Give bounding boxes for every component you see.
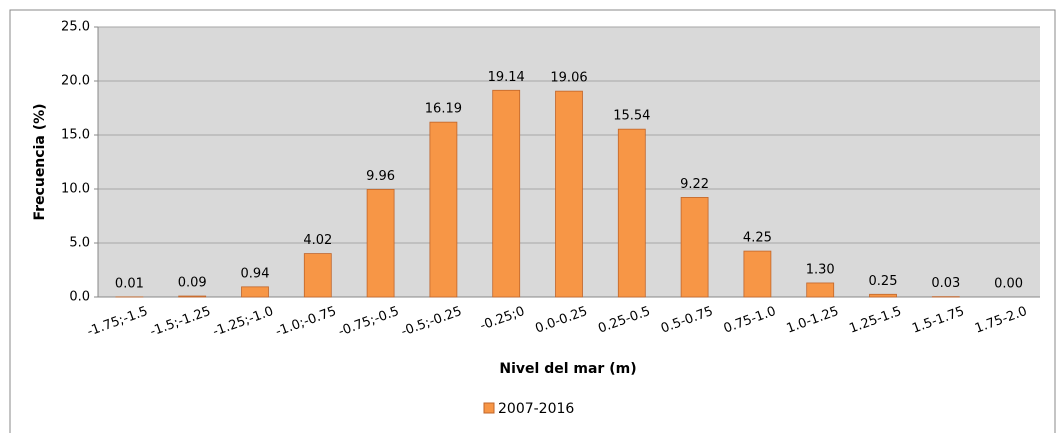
bar [242, 287, 269, 297]
bar [870, 294, 897, 297]
data-label: 19.14 [488, 70, 525, 85]
y-tick-label: 10.0 [61, 182, 90, 197]
x-tick-label: -1.5;-1.25 [148, 304, 213, 340]
bar [304, 254, 331, 297]
bar [807, 283, 834, 297]
y-tick-label: 20.0 [61, 74, 90, 89]
bar [179, 296, 206, 297]
data-label: 9.96 [366, 169, 395, 184]
data-label: 15.54 [613, 109, 650, 124]
x-tick-label: 0.0-0.25 [533, 304, 589, 337]
data-label: 0.09 [178, 276, 207, 291]
bar [618, 129, 645, 297]
data-label: 1.30 [806, 262, 835, 277]
bar [556, 91, 583, 297]
data-label: 16.19 [425, 102, 462, 117]
bar [493, 90, 520, 297]
y-axis-title: Frecuencia (%) [32, 103, 48, 220]
x-tick-label: 1.0-1.25 [785, 304, 841, 337]
x-tick-label: 0.5-0.75 [659, 304, 715, 337]
data-label: 4.25 [743, 231, 772, 246]
legend-label: 2007-2016 [498, 401, 574, 417]
data-label: 4.02 [303, 233, 332, 248]
bar [744, 251, 771, 297]
y-tick-label: 5.0 [69, 236, 90, 251]
x-tick-label: 1.5-1.75 [910, 304, 966, 337]
x-tick-label: -0.5;-0.25 [399, 304, 464, 340]
data-label: 19.06 [550, 71, 587, 86]
legend-swatch [484, 403, 494, 413]
bar [681, 197, 708, 297]
y-tick-label: 0.0 [69, 290, 90, 305]
x-tick-label: 1.75-2.0 [973, 304, 1029, 337]
x-tick-label: 0.25-0.5 [596, 304, 652, 337]
y-tick-label: 25.0 [61, 20, 90, 35]
data-label: 0.03 [931, 276, 960, 291]
x-tick-label: -1.0;-0.75 [274, 304, 339, 340]
x-tick-label: -1.25;-1.0 [211, 304, 276, 340]
y-tick-label: 15.0 [61, 128, 90, 143]
x-tick-label: 1.25-1.5 [847, 304, 903, 337]
x-tick-label: -1.75;-1.5 [85, 304, 150, 340]
data-label: 9.22 [680, 177, 709, 192]
data-label: 0.00 [994, 277, 1023, 292]
x-tick-label: -0.75;-0.5 [336, 304, 401, 340]
data-label: 0.25 [869, 274, 898, 289]
bar [430, 122, 457, 297]
x-tick-label: -0.25;0 [478, 304, 527, 334]
data-label: 0.01 [115, 276, 144, 291]
bar [367, 189, 394, 297]
x-tick-label: 0.75-1.0 [722, 304, 778, 337]
x-axis-title: Nivel del mar (m) [499, 361, 636, 377]
data-label: 0.94 [241, 266, 270, 281]
